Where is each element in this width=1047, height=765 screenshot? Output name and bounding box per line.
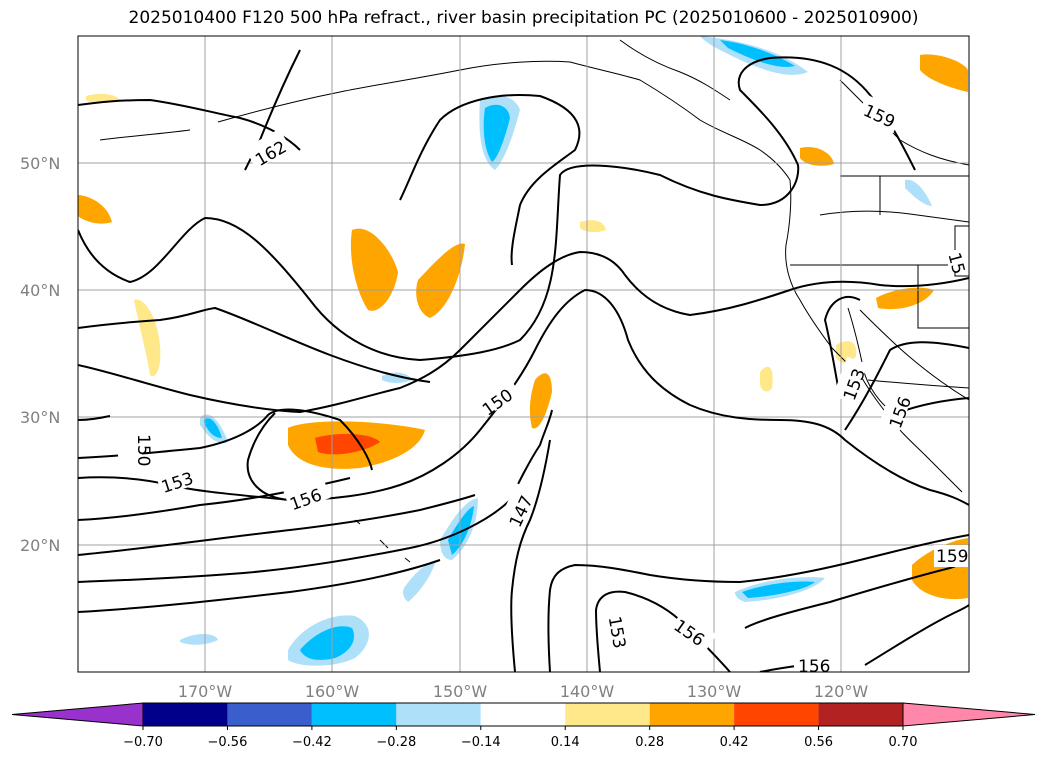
lat-label: 30°N [20,408,60,427]
shade-positive [134,299,161,377]
contour-line [78,409,553,583]
shade-positive [760,366,773,392]
gridlines [78,36,969,672]
shade-negative [382,372,412,383]
shade-negative [905,179,932,206]
colorbar-outline [142,702,904,727]
contour-line [844,341,969,431]
contour-line [823,295,861,399]
lon-label: 170°W [178,682,233,701]
shade-positive [876,287,934,310]
colorbar-segment [649,703,735,726]
colorbar-segment [227,703,312,726]
coastlines [99,39,969,563]
contour-line [78,408,373,471]
colorbar-tick-label: −0.70 [123,735,163,750]
lon-label: 130°W [687,682,742,701]
contour-line [78,415,111,421]
lon-label: 140°W [560,682,615,701]
contour-line [510,439,551,672]
lon-label: 150°W [433,682,488,701]
map-title: 2025010400 F120 500 hPa refract., river … [128,8,919,28]
shade-negative [483,104,510,162]
contour-line [78,306,431,383]
colorbar-segment [565,703,650,726]
colorbar-extend-max [902,702,1036,727]
shade-positive [416,243,465,318]
contour-line [78,559,441,613]
colorbar-tick-label: 0.28 [635,735,664,750]
latitude-labels: 50°N 40°N 30°N 20°N [20,154,60,555]
contour-line [399,94,581,266]
contour-label: 159 [936,547,968,567]
colorbar-segment [396,703,481,726]
contour-line [78,288,969,506]
colorbar-tick-label: −0.42 [292,735,332,750]
longitude-labels: 170°W 160°W 150°W 140°W 130°W 120°W [178,682,869,701]
shade-negative [720,40,795,67]
colorbar-segment [311,703,397,726]
colorbar-tick-label: −0.28 [376,735,416,750]
lat-label: 40°N [20,281,60,300]
contour-label: 150 [133,434,153,466]
shade-negative [300,626,355,660]
shade-negative [742,581,815,598]
colorbar-tick-label: 0.56 [804,735,833,750]
contour-line [78,56,916,362]
shade-negative [180,634,218,645]
lon-label: 160°W [305,682,360,701]
map-frame [77,35,970,673]
shade-positive [800,146,834,166]
map-panel: 162 159 150 153 156 150 147 153 156 156 … [78,36,969,677]
contour-line [78,250,969,414]
shade-positive [78,195,112,224]
contour-label-group: 162 159 150 153 156 150 147 153 156 156 … [118,94,969,677]
contour-line [864,604,969,666]
lat-label: 50°N [20,154,60,173]
shade-negative [403,560,436,602]
lon-label: 120°W [814,682,869,701]
contour-line [547,534,969,672]
colorbar-segment [734,703,819,726]
colorbar-segment [143,703,228,726]
colorbar-segment [480,703,566,726]
colorbar: −0.70 −0.56 −0.42 −0.28 −0.14 0.14 0.28 0.42 0.5… [11,702,1036,750]
colorbar-segment [818,703,903,726]
contour-label: 156 [798,657,830,677]
colorbar-tick-label: 0.14 [551,735,580,750]
lat-label: 20°N [20,536,60,555]
colorbar-tick-label: −0.14 [461,735,501,750]
contour-line [78,494,476,556]
colorbar-tick-label: −0.56 [208,735,248,750]
colorbar-tick-label: 0.42 [720,735,749,750]
colorbar-tick-label: 0.70 [889,735,918,750]
colorbar-extend-min [11,702,144,727]
shade-positive [529,373,552,429]
shade-positive [920,54,968,92]
shade-negative [204,418,222,438]
